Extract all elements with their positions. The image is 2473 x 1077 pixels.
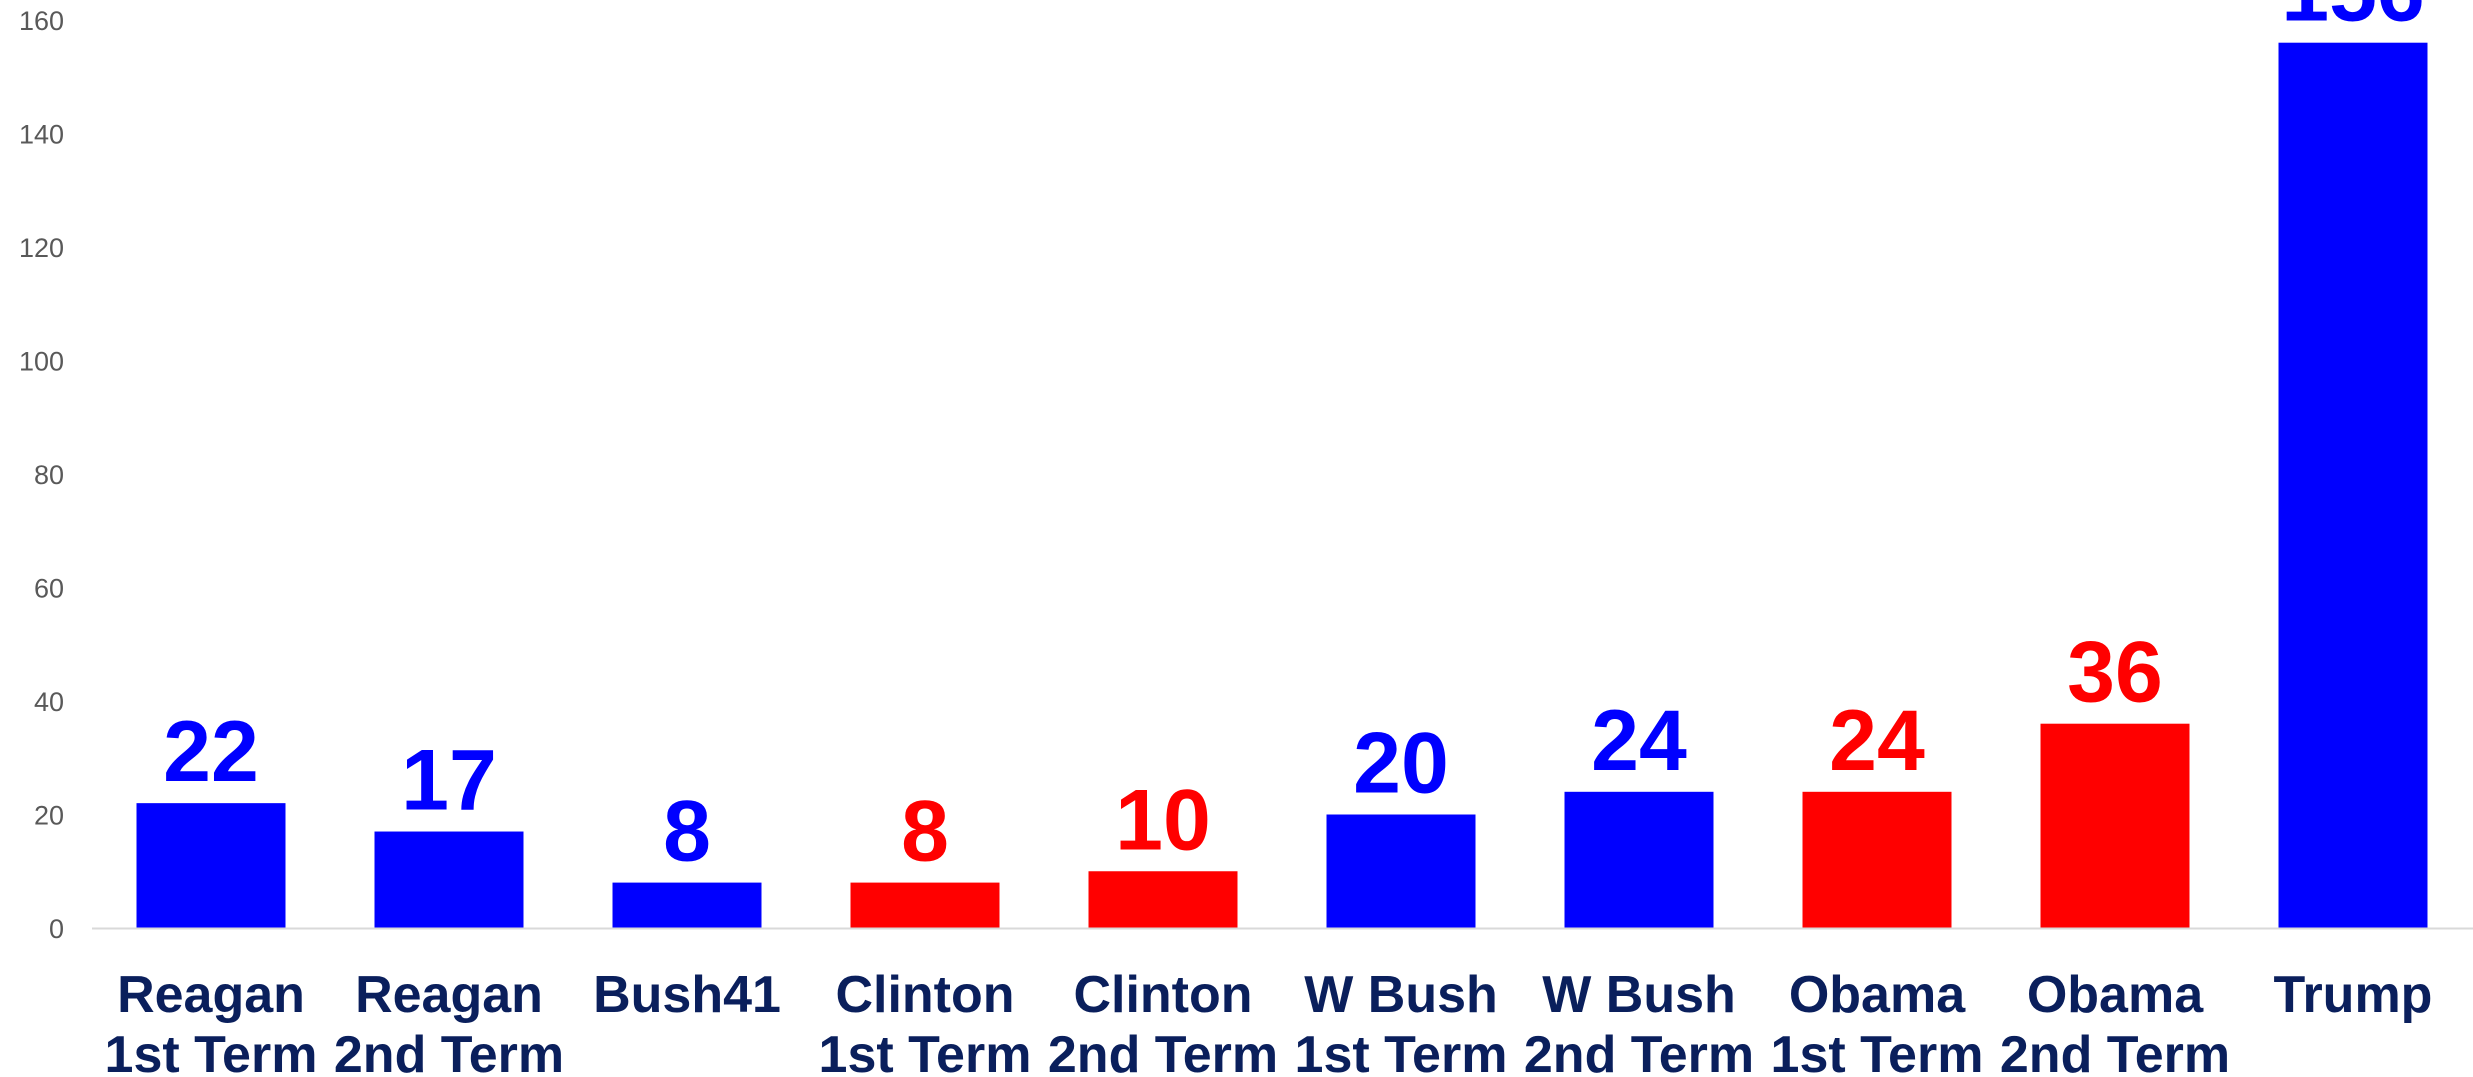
- category-label: Trump: [2274, 966, 2433, 1024]
- category-label-line: Bush41: [593, 966, 781, 1024]
- category-label-line: 2nd Term: [334, 1026, 564, 1077]
- bar: [2040, 723, 2190, 928]
- data-labels: 22 17 8 8 10 20 24 24 36 156: [163, 0, 2425, 880]
- bars: [136, 42, 2428, 928]
- data-label: 8: [663, 784, 711, 880]
- data-label: 17: [401, 733, 497, 829]
- category-label-line: Obama: [1789, 966, 1966, 1024]
- category-label-line: 2nd Term: [2000, 1026, 2230, 1077]
- y-tick-label: 60: [34, 574, 64, 604]
- bar: [612, 882, 762, 928]
- category-label-line: Reagan: [117, 966, 305, 1024]
- category-label-line: 1st Term: [105, 1026, 318, 1077]
- category-label: Bush41: [593, 966, 781, 1024]
- y-tick-label: 40: [34, 687, 64, 717]
- category-label-line: Reagan: [355, 966, 543, 1024]
- y-tick-label: 20: [34, 801, 64, 831]
- category-label-line: Trump: [2274, 966, 2433, 1024]
- data-label: 24: [1829, 693, 1925, 789]
- data-label: 22: [163, 704, 259, 800]
- y-tick-label: 0: [49, 914, 64, 944]
- category-label-line: Clinton: [1073, 966, 1252, 1024]
- y-tick-label: 100: [19, 347, 64, 377]
- bar: [2278, 42, 2428, 928]
- category-label-line: 1st Term: [1295, 1026, 1508, 1077]
- category-label-line: 1st Term: [1771, 1026, 1984, 1077]
- category-label: Reagan 2nd Term: [334, 966, 564, 1077]
- y-axis-tick-labels: 0 20 40 60 80 100 120 140 160: [19, 6, 64, 944]
- data-label: 20: [1353, 716, 1449, 812]
- bar: [850, 882, 1000, 928]
- bar: [1564, 791, 1714, 928]
- data-label: 10: [1115, 772, 1211, 868]
- bar: [374, 831, 524, 928]
- y-tick-label: 80: [34, 460, 64, 490]
- y-tick-label: 160: [19, 6, 64, 36]
- bar: [1088, 871, 1238, 928]
- category-label: W Bush 1st Term: [1295, 966, 1508, 1077]
- data-label: 24: [1591, 693, 1687, 789]
- bar: [1802, 791, 1952, 928]
- data-label: 8: [901, 784, 949, 880]
- category-label: Obama 1st Term: [1771, 966, 1984, 1077]
- bar: [136, 803, 286, 928]
- category-label-line: W Bush: [1304, 966, 1498, 1024]
- y-tick-label: 120: [19, 233, 64, 263]
- category-label-line: Clinton: [835, 966, 1014, 1024]
- data-label: 156: [2281, 0, 2425, 40]
- category-label: Clinton 1st Term: [819, 966, 1032, 1077]
- category-label: Clinton 2nd Term: [1048, 966, 1278, 1077]
- category-label-line: 2nd Term: [1524, 1026, 1754, 1077]
- category-label-line: Obama: [2027, 966, 2204, 1024]
- data-label: 36: [2067, 625, 2163, 721]
- category-label: Reagan 1st Term: [105, 966, 318, 1077]
- y-tick-label: 140: [19, 120, 64, 150]
- category-label: W Bush 2nd Term: [1524, 966, 1754, 1077]
- category-label-line: 1st Term: [819, 1026, 1032, 1077]
- category-label: Obama 2nd Term: [2000, 966, 2230, 1077]
- category-label-line: 2nd Term: [1048, 1026, 1278, 1077]
- bar: [1326, 814, 1476, 928]
- category-label-line: W Bush: [1542, 966, 1736, 1024]
